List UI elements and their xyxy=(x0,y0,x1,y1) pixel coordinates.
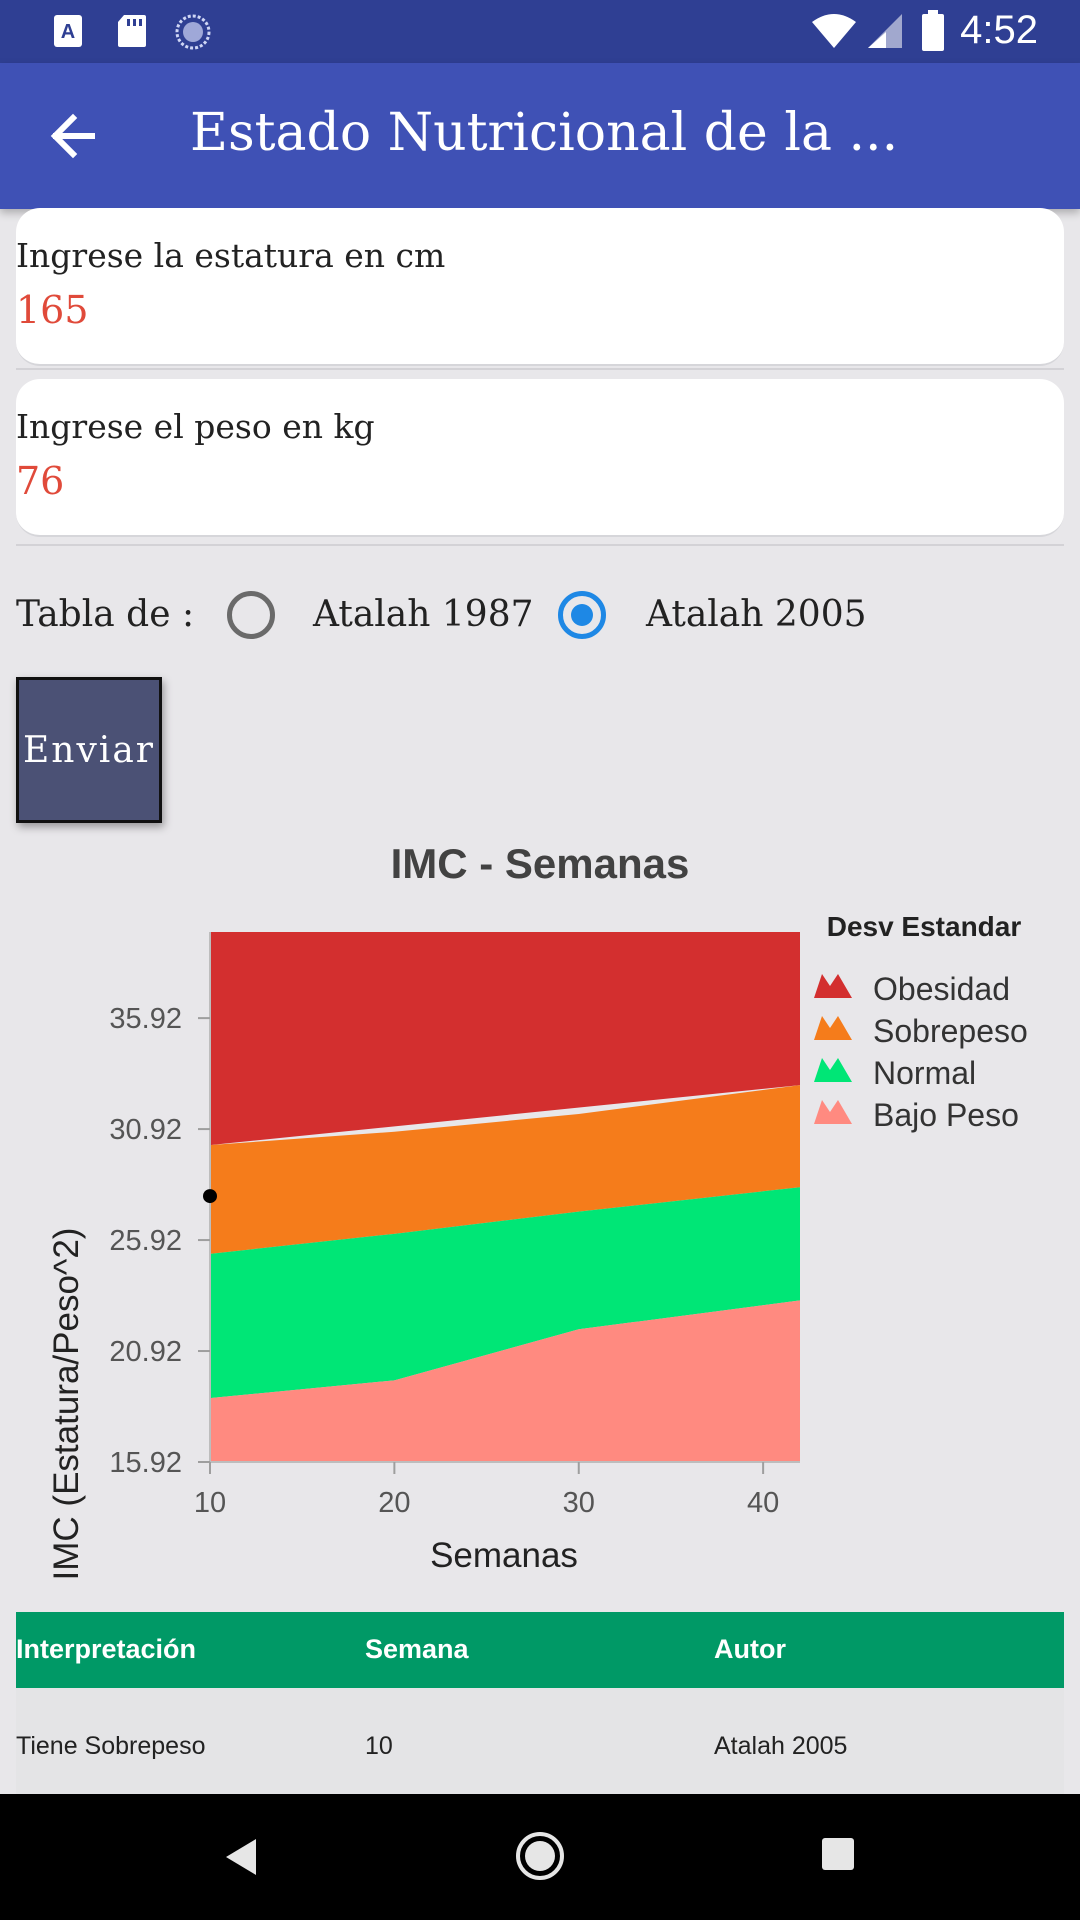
area-bajo-peso xyxy=(210,1300,800,1462)
weight-field-label: Ingrese el peso en kg xyxy=(16,407,375,446)
wifi-icon xyxy=(812,14,856,48)
keyboard-notification-icon: A xyxy=(54,15,82,47)
radio-atalah-1987[interactable] xyxy=(227,591,275,639)
table-header: Interpretación Semana Autor xyxy=(16,1612,1064,1688)
y-tick-label: 35.92 xyxy=(109,1003,182,1035)
chart-y-label: IMC (Estatura/Peso^2) xyxy=(47,1228,86,1581)
app-bar: Estado Nutricional de la ... xyxy=(0,63,1080,209)
area-obesidad xyxy=(210,932,800,1146)
table-row: Tiene Sobrepeso 10 Atalah 2005 xyxy=(16,1688,1064,1794)
table-cell: 10 xyxy=(365,1732,393,1760)
weight-field-card[interactable]: Ingrese el peso en kg 76 xyxy=(16,379,1064,537)
divider xyxy=(16,544,1064,546)
sync-circle-icon xyxy=(175,14,211,50)
legend-label: Obesidad xyxy=(873,971,1010,1007)
table-cell: Atalah 2005 xyxy=(714,1732,848,1760)
legend-label: Normal xyxy=(873,1055,976,1091)
x-tick-label: 40 xyxy=(747,1487,779,1519)
divider xyxy=(16,368,1064,370)
imc-point xyxy=(203,1189,217,1204)
y-tick-label: 15.92 xyxy=(109,1447,182,1479)
results-table: Interpretación Semana Autor Tiene Sobrep… xyxy=(16,1612,1064,1794)
table-header-cell: Autor xyxy=(714,1634,786,1664)
navigation-bar xyxy=(0,1794,1080,1920)
chart-x-label: Semanas xyxy=(430,1536,578,1575)
legend-swatch-obesidad xyxy=(814,974,852,998)
enviar-button[interactable]: Enviar xyxy=(16,677,162,823)
app-title: Estado Nutricional de la ... xyxy=(190,103,899,163)
legend-title: Desv Estandar xyxy=(827,911,1022,942)
height-field-card[interactable]: Ingrese la estatura en cm 165 xyxy=(16,208,1064,366)
legend-swatch-sobrepeso xyxy=(814,1016,852,1040)
weight-input[interactable]: 76 xyxy=(16,459,65,503)
legend-label: Sobrepeso xyxy=(873,1013,1028,1049)
battery-icon xyxy=(922,10,944,51)
y-tick-label: 20.92 xyxy=(109,1336,182,1368)
nav-home-icon[interactable] xyxy=(514,1830,566,1882)
table-header-cell: Interpretación xyxy=(16,1634,197,1664)
area-normal xyxy=(210,1187,800,1399)
nav-recents-icon[interactable] xyxy=(820,1836,856,1872)
legend-swatch-bajo-peso xyxy=(814,1100,852,1124)
radio-atalah-2005[interactable] xyxy=(558,591,606,639)
back-arrow-icon[interactable] xyxy=(40,103,106,169)
imc-chart: IMC - Semanas 10 20 30 40 15.92 20.92 25.92 30.… xyxy=(47,840,1028,1581)
legend-swatch-normal xyxy=(814,1058,852,1082)
legend-label: Bajo Peso xyxy=(873,1097,1019,1133)
x-tick-label: 30 xyxy=(563,1487,595,1519)
table-cell: Tiene Sobrepeso xyxy=(16,1732,206,1760)
table-header-cell: Semana xyxy=(365,1634,469,1664)
chart-title: IMC - Semanas xyxy=(391,840,690,887)
sd-card-icon xyxy=(118,15,146,47)
nav-back-icon[interactable] xyxy=(222,1836,262,1878)
height-field-label: Ingrese la estatura en cm xyxy=(16,236,446,275)
y-tick-label: 30.92 xyxy=(109,1114,182,1146)
table-selector-label: Tabla de : xyxy=(16,594,195,635)
x-tick-label: 10 xyxy=(194,1487,226,1519)
area-sobrepeso xyxy=(210,1085,800,1254)
height-input[interactable]: 165 xyxy=(16,288,89,332)
radio-atalah-2005-label[interactable]: Atalah 2005 xyxy=(646,594,867,635)
svg-text:A: A xyxy=(61,21,75,43)
status-bar: A 4:52 xyxy=(0,0,1080,63)
status-time: 4:52 xyxy=(960,8,1038,52)
radio-atalah-1987-label[interactable]: Atalah 1987 xyxy=(313,594,534,635)
x-tick-label: 20 xyxy=(378,1487,410,1519)
cell-signal-icon xyxy=(868,14,902,48)
y-tick-label: 25.92 xyxy=(109,1225,182,1257)
